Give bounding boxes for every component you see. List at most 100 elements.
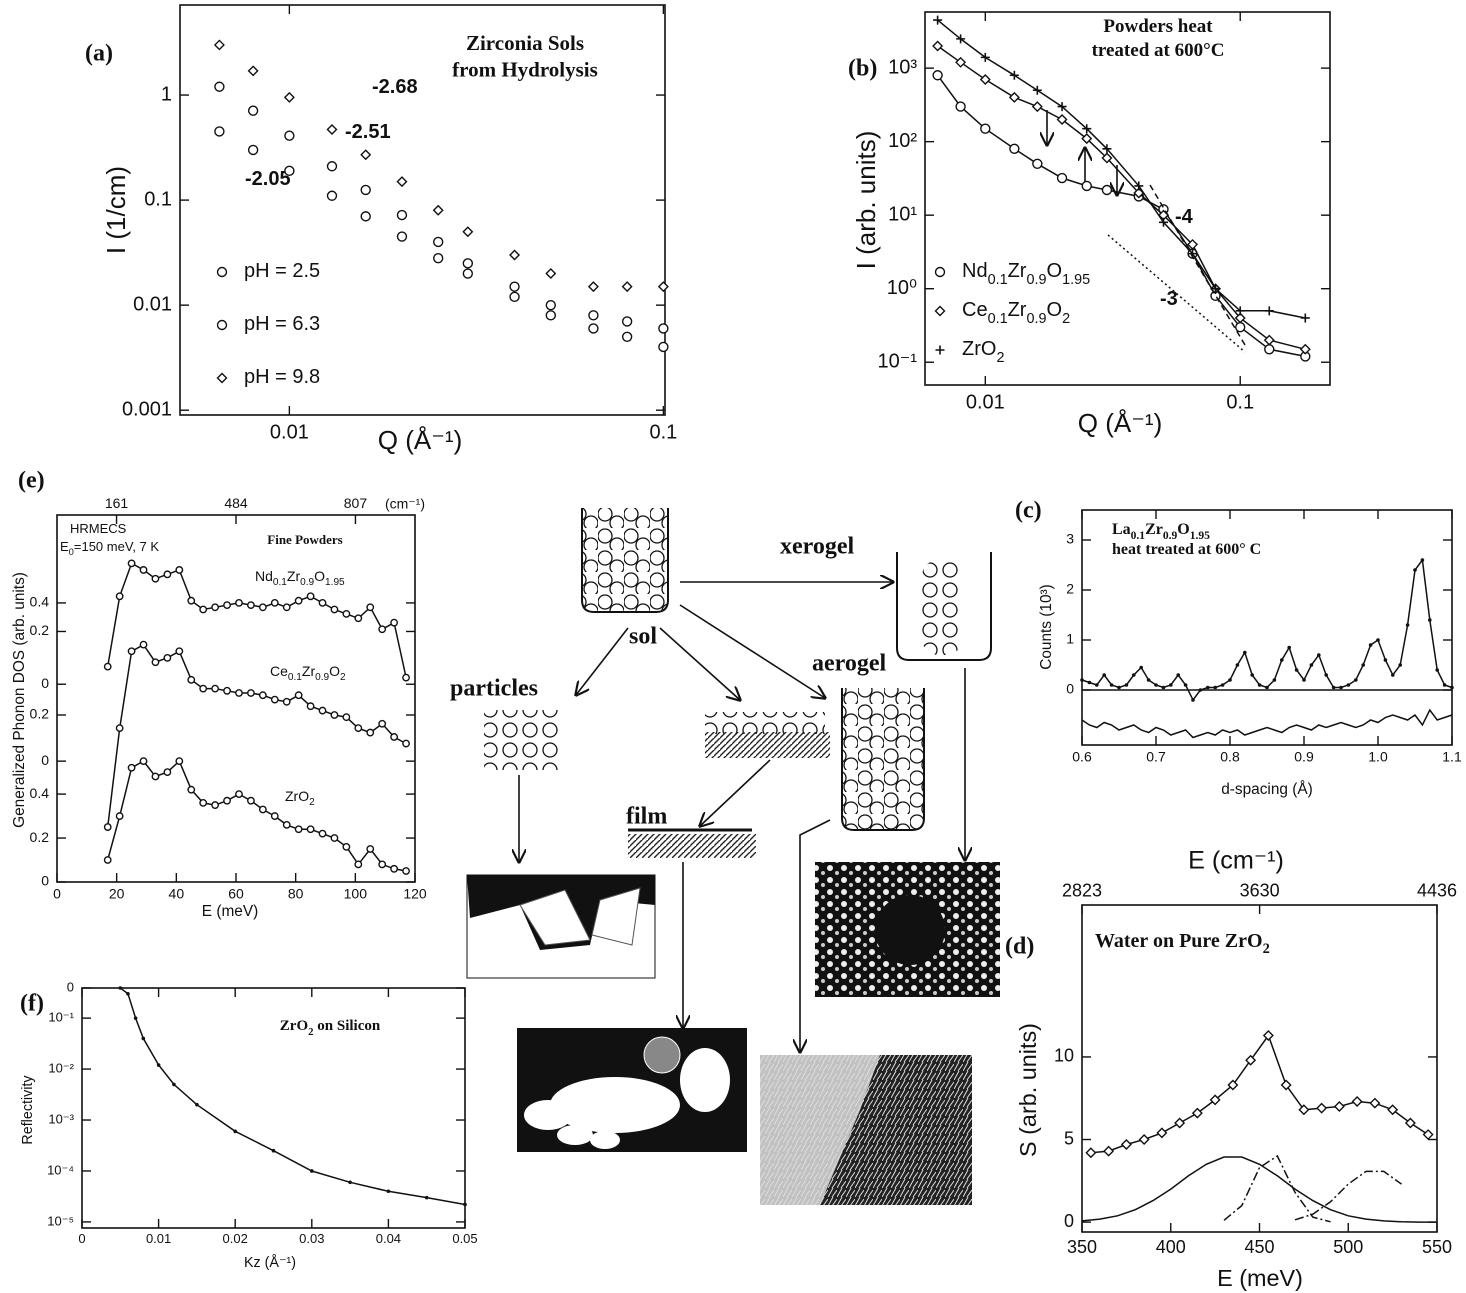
chart-panel: (f) 0 0.01 0.02 0.03 0.04 0.05 10⁻⁵ 10⁻⁴ 10⁻³ 10⁻²… xyxy=(20,979,478,1270)
text-run: on Silicon xyxy=(314,1018,381,1034)
marker xyxy=(1422,1129,1434,1141)
marker xyxy=(1302,678,1306,682)
marker xyxy=(127,647,136,656)
y-tick-label: 0.2 xyxy=(30,622,50,638)
marker xyxy=(1272,678,1277,682)
marker xyxy=(247,796,255,805)
marker xyxy=(1085,1147,1097,1159)
text-run: O xyxy=(1047,299,1063,321)
text-run: 1.95 xyxy=(1062,272,1090,288)
text-run: 2 xyxy=(1062,311,1070,327)
marker xyxy=(1245,1054,1257,1066)
marker xyxy=(118,986,123,990)
marker xyxy=(1333,1100,1345,1112)
y-axis-label: S (arb. units) xyxy=(1015,1023,1041,1157)
text-run: La xyxy=(1112,521,1131,538)
marker xyxy=(1139,665,1143,670)
marker xyxy=(1095,683,1099,687)
marker xyxy=(360,211,371,222)
marker xyxy=(318,829,327,838)
arrow xyxy=(659,627,740,700)
x-tick-label: 0.6 xyxy=(1072,748,1092,764)
marker xyxy=(141,1036,146,1041)
text-run: Fine Powders xyxy=(267,532,342,547)
text-run: Ce xyxy=(962,299,988,321)
marker xyxy=(223,601,231,610)
y-tick-label: 10² xyxy=(888,130,917,152)
marker xyxy=(955,56,967,68)
text-run: 7 xyxy=(140,539,147,554)
marker xyxy=(658,341,669,353)
marker xyxy=(1387,1104,1399,1116)
chart-title: Fine Powders xyxy=(267,532,342,547)
series-line xyxy=(1081,558,1453,702)
marker xyxy=(354,724,363,733)
marker xyxy=(282,697,291,706)
marker xyxy=(657,281,669,293)
arrow xyxy=(800,819,831,1052)
marker xyxy=(199,798,208,807)
text-run: 0.1 xyxy=(288,672,302,683)
marker xyxy=(211,684,220,693)
y-tick-label: 10⁻⁴ xyxy=(47,1162,74,1177)
text-run: ZrO xyxy=(285,788,309,804)
legend-label: Ce0.1Zr0.9O2 xyxy=(962,299,1070,327)
marker xyxy=(396,209,408,221)
text-run: 0.1 xyxy=(1131,530,1146,542)
marker xyxy=(223,796,231,805)
marker xyxy=(545,268,557,280)
marker xyxy=(1081,133,1093,145)
x-tick-label: 450 xyxy=(1244,1237,1274,1257)
chart-title: ZrO2 on Silicon xyxy=(280,1018,381,1038)
chart-title: from Hydrolysis xyxy=(452,57,598,81)
text-run: 0.9 xyxy=(1026,311,1046,327)
marker xyxy=(247,601,255,610)
text-run: Zr xyxy=(302,663,316,679)
text-run: - xyxy=(245,168,252,190)
plot-frame xyxy=(1081,509,1453,746)
marker xyxy=(509,291,520,303)
text-run: 0.9 xyxy=(300,577,314,588)
diagram-label: particles xyxy=(450,676,538,702)
marker xyxy=(195,1102,199,1107)
x-tick-label: 0.8 xyxy=(1220,748,1240,764)
marker xyxy=(1351,1096,1363,1108)
x-tick-label: 0.1 xyxy=(649,421,677,443)
marker xyxy=(621,316,633,327)
y-axis-label: I (arb. units) xyxy=(851,131,881,270)
diagram-label: sol xyxy=(629,624,657,650)
marker xyxy=(935,345,945,355)
marker xyxy=(214,126,225,137)
micrograph-light xyxy=(760,1055,880,1205)
marker xyxy=(378,860,387,869)
text-run: 0.9 xyxy=(1026,272,1046,288)
marker xyxy=(1391,673,1395,677)
marker xyxy=(462,226,474,238)
marker xyxy=(386,1189,391,1194)
marker xyxy=(432,204,444,216)
text-run: 0.1 xyxy=(988,311,1008,327)
marker xyxy=(1056,172,1068,184)
annotation: -3 xyxy=(1160,288,1178,310)
text-run: E xyxy=(60,539,69,554)
panel-label: (e) xyxy=(18,468,45,494)
marker xyxy=(126,992,130,996)
marker xyxy=(396,231,408,242)
marker xyxy=(1191,698,1195,702)
text-run: O xyxy=(1047,260,1063,282)
marker xyxy=(1057,102,1067,112)
panel-label: (c) xyxy=(1015,498,1042,524)
marker xyxy=(1102,673,1106,677)
chart-panel: (a) 0.01 0.1 0.001 0.01 0.1 1 Q (Å⁻¹) I (1/cm) Zi… xyxy=(85,4,677,455)
marker xyxy=(366,728,375,737)
marker xyxy=(1146,678,1151,682)
marker xyxy=(1032,158,1043,169)
x-tick-label: 0.01 xyxy=(146,1231,171,1246)
x2-tick-label: 161 xyxy=(105,495,129,511)
marker xyxy=(1081,180,1092,192)
marker xyxy=(1287,645,1291,650)
marker xyxy=(318,706,327,715)
marker xyxy=(378,719,387,728)
marker xyxy=(115,724,124,733)
